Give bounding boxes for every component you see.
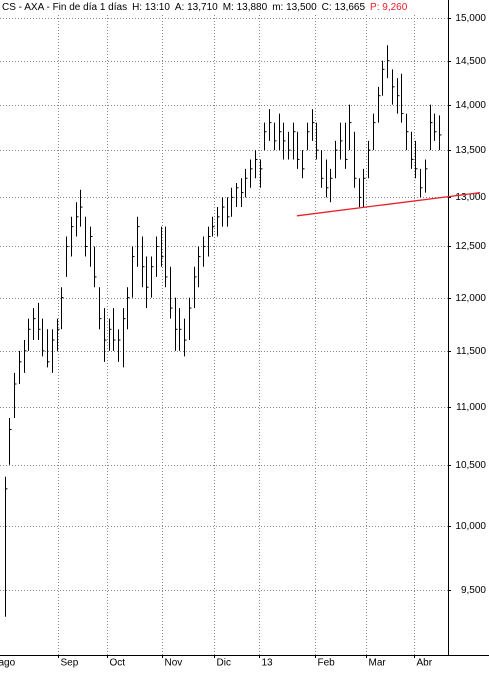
header-item: H: 13:10 — [132, 2, 170, 13]
header-item: CS - AXA - Fin de día 1 días — [2, 2, 127, 13]
header-bg — [0, 0, 446, 13]
y-tick-label: 12,000 — [455, 293, 486, 304]
y-tick-label: 13,500 — [455, 145, 486, 156]
x-tick-label: 13 — [262, 658, 274, 669]
y-tick-label: 14,000 — [455, 100, 486, 111]
bars-layer — [5, 45, 442, 617]
trend-line — [296, 191, 481, 217]
x-tick-label: Nov — [165, 658, 183, 669]
header-item: A: 13,710 — [175, 2, 218, 13]
y-tick-label: 11,500 — [456, 346, 486, 357]
x-tick-label: Mar — [369, 658, 387, 669]
x-tick-label: Dic — [217, 658, 231, 669]
x-tick-label: Feb — [318, 658, 336, 669]
y-tick-label: 11,000 — [456, 402, 486, 413]
y-tick-label: 13,000 — [455, 192, 486, 203]
x-tick-label: Oct — [110, 658, 126, 669]
y-tick-label: 14,500 — [455, 56, 486, 67]
header-item: M: 13,880 — [223, 2, 268, 13]
y-tick-label: 10,500 — [455, 460, 486, 471]
y-tick-label: 9,500 — [461, 585, 486, 596]
x-tick-label: Sep — [61, 658, 79, 669]
x-tick-label: ago — [0, 658, 16, 669]
y-tick-label: 10,000 — [455, 521, 486, 532]
x-tick-label: Abr — [417, 658, 433, 669]
header-alert: P: 9,260 — [370, 2, 408, 13]
y-tick-label: 12,500 — [455, 241, 486, 252]
y-tick-label: 15,000 — [455, 13, 486, 24]
header-item: C: 13,665 — [322, 2, 366, 13]
header-item: m: 13,500 — [272, 2, 317, 13]
header: CS - AXA - Fin de día 1 días H: 13:10 A: 1… — [2, 2, 408, 13]
